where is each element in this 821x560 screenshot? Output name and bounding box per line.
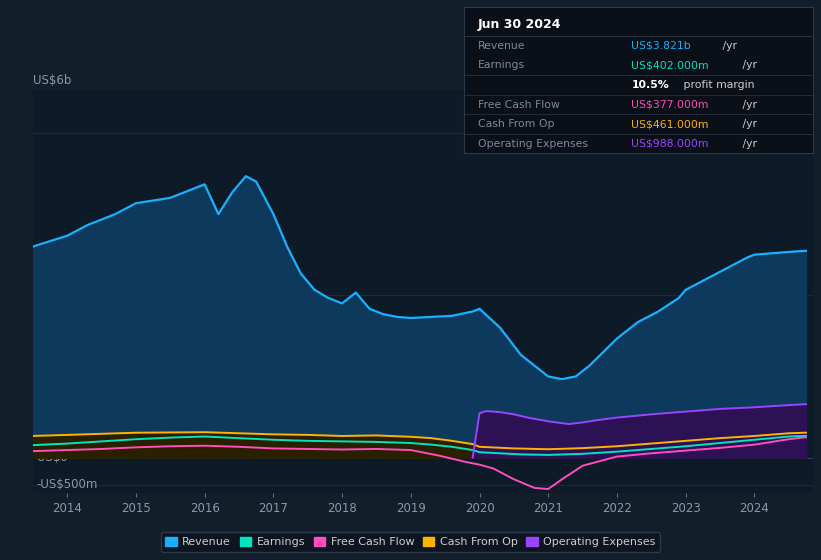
Legend: Revenue, Earnings, Free Cash Flow, Cash From Op, Operating Expenses: Revenue, Earnings, Free Cash Flow, Cash … [161, 533, 660, 552]
Text: /yr: /yr [739, 100, 757, 110]
Text: Earnings: Earnings [478, 60, 525, 71]
Text: 10.5%: 10.5% [631, 80, 669, 90]
Text: Free Cash Flow: Free Cash Flow [478, 100, 560, 110]
Text: /yr: /yr [739, 139, 757, 148]
Text: US$461.000m: US$461.000m [631, 119, 709, 129]
Text: /yr: /yr [739, 119, 757, 129]
Text: US$377.000m: US$377.000m [631, 100, 709, 110]
Text: Revenue: Revenue [478, 41, 525, 51]
Text: US$6b: US$6b [33, 74, 71, 87]
Text: US$402.000m: US$402.000m [631, 60, 709, 71]
Text: /yr: /yr [739, 60, 757, 71]
Text: /yr: /yr [719, 41, 737, 51]
Text: Operating Expenses: Operating Expenses [478, 139, 588, 148]
Text: US$988.000m: US$988.000m [631, 139, 709, 148]
Text: US$0: US$0 [37, 451, 67, 464]
Text: Cash From Op: Cash From Op [478, 119, 554, 129]
Text: profit margin: profit margin [680, 80, 754, 90]
Text: -US$500m: -US$500m [37, 478, 99, 491]
Text: US$3.821b: US$3.821b [631, 41, 691, 51]
Text: Jun 30 2024: Jun 30 2024 [478, 18, 562, 31]
